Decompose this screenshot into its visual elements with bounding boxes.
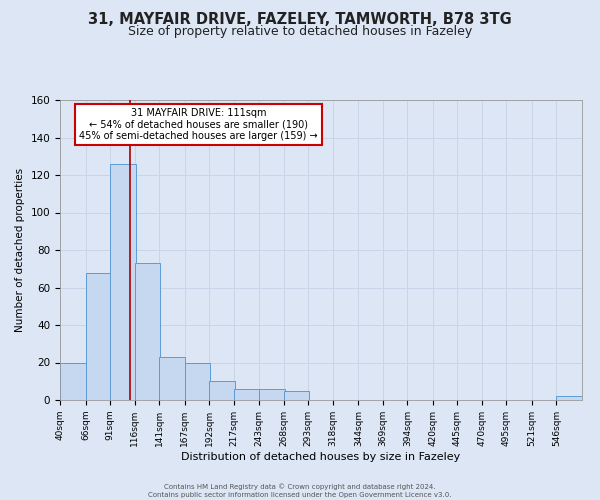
Text: 31, MAYFAIR DRIVE, FAZELEY, TAMWORTH, B78 3TG: 31, MAYFAIR DRIVE, FAZELEY, TAMWORTH, B7… (88, 12, 512, 28)
Bar (556, 396, 582, 400)
Bar (259, 389, 284, 400)
X-axis label: Distribution of detached houses by size in Fazeley: Distribution of detached houses by size … (181, 452, 461, 462)
Bar (284, 390, 309, 400)
Bar (134, 263, 160, 400)
Text: Size of property relative to detached houses in Fazeley: Size of property relative to detached ho… (128, 25, 472, 38)
Bar (185, 362, 210, 400)
Text: Contains HM Land Registry data © Crown copyright and database right 2024.
Contai: Contains HM Land Registry data © Crown c… (148, 483, 452, 498)
Bar (60, 362, 86, 400)
Bar (209, 381, 235, 400)
Y-axis label: Number of detached properties: Number of detached properties (15, 168, 25, 332)
Bar (233, 389, 259, 400)
Bar (159, 357, 185, 400)
Text: 31 MAYFAIR DRIVE: 111sqm
← 54% of detached houses are smaller (190)
45% of semi-: 31 MAYFAIR DRIVE: 111sqm ← 54% of detach… (79, 108, 317, 140)
Bar (110, 164, 136, 400)
Bar (86, 272, 111, 400)
